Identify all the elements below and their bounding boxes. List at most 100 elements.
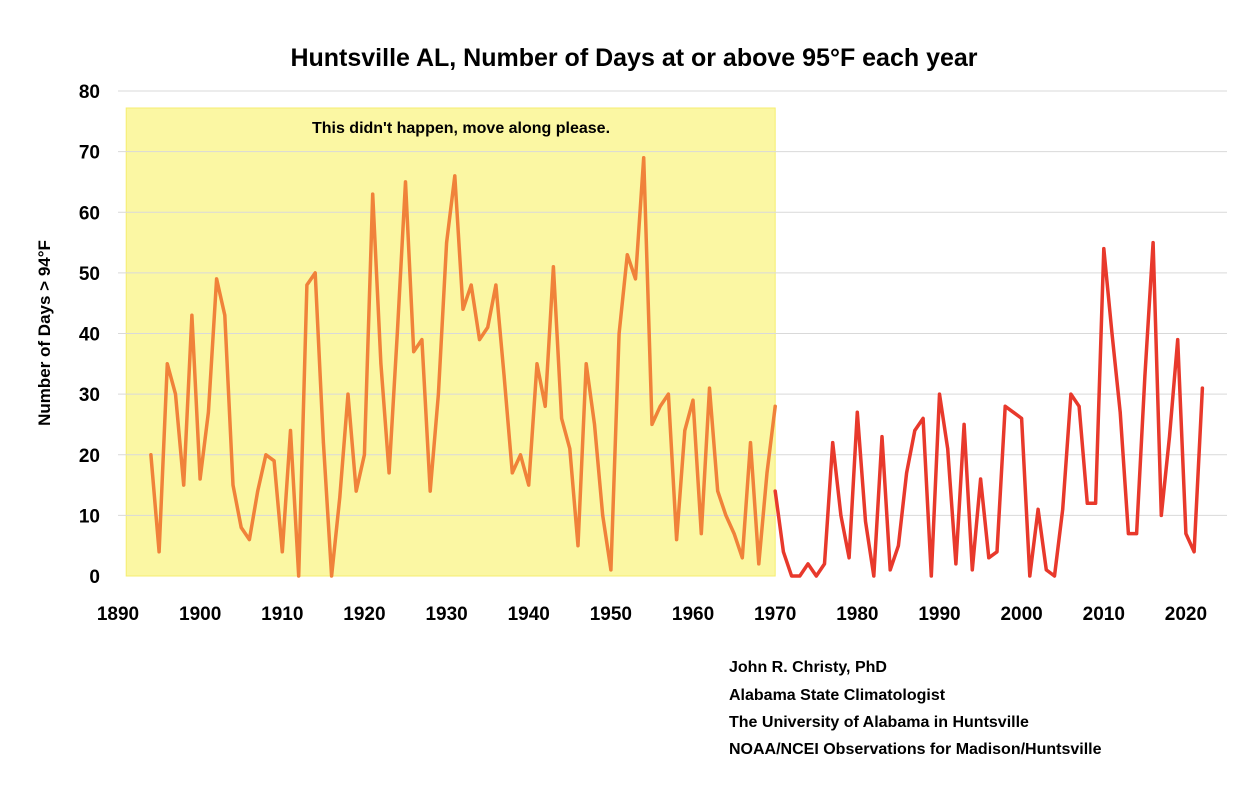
- data-point-1-2003: [1044, 568, 1048, 572]
- data-point-1-2009: [1094, 501, 1098, 505]
- data-point-0-1913: [305, 283, 309, 287]
- data-point-0-1969: [765, 471, 769, 475]
- data-point-0-1935: [486, 325, 490, 329]
- series-line-1: [773, 240, 1205, 578]
- x-tick-label-2000: 2000: [1000, 604, 1042, 625]
- data-point-1-1996: [987, 556, 991, 560]
- data-point-0-1914: [313, 271, 317, 275]
- credit-institution: The University of Alabama in Huntsville: [729, 714, 1029, 731]
- data-point-0-1933: [469, 283, 473, 287]
- data-point-1-1986: [905, 471, 909, 475]
- data-point-0-1968: [757, 562, 761, 566]
- data-point-0-1966: [740, 556, 744, 560]
- data-point-1-2008: [1085, 501, 1089, 505]
- data-point-0-1943: [551, 265, 555, 269]
- data-point-0-1907: [256, 489, 260, 493]
- chart-title: Huntsville AL, Number of Days at or abov…: [290, 44, 977, 72]
- data-point-1-2010: [1102, 247, 1106, 251]
- data-point-0-1899: [190, 313, 194, 317]
- data-point-0-1926: [412, 350, 416, 354]
- data-point-0-1960: [691, 398, 695, 402]
- data-point-0-1894: [149, 453, 153, 457]
- data-point-0-1951: [617, 332, 621, 335]
- data-point-1-1974: [806, 562, 810, 566]
- data-point-0-1954: [642, 156, 646, 160]
- data-point-0-1948: [593, 422, 596, 426]
- data-point-0-1927: [420, 338, 424, 342]
- x-tick-label-2020: 2020: [1165, 604, 1207, 625]
- data-point-0-1967: [749, 441, 752, 445]
- data-point-0-1908: [264, 453, 268, 457]
- data-point-0-1937: [502, 374, 506, 378]
- data-point-0-1956: [658, 404, 662, 408]
- x-tick-label-2010: 2010: [1083, 604, 1125, 625]
- data-point-1-1970: [773, 489, 777, 493]
- data-point-0-1961: [699, 532, 703, 536]
- data-point-0-1955: [650, 422, 654, 426]
- data-point-1-2000: [1020, 416, 1024, 420]
- x-tick-label-1890: 1890: [97, 604, 139, 625]
- data-point-0-1957: [666, 392, 670, 396]
- data-point-0-1898: [182, 483, 186, 487]
- data-point-0-1900: [198, 477, 202, 481]
- data-point-0-1946: [576, 544, 580, 548]
- data-point-1-2021: [1192, 550, 1196, 554]
- data-point-1-2005: [1061, 507, 1065, 511]
- data-point-0-1910: [280, 550, 284, 554]
- data-point-0-1965: [732, 532, 736, 536]
- data-point-0-1925: [404, 180, 407, 184]
- data-point-1-2012: [1118, 410, 1122, 414]
- data-point-1-2007: [1077, 404, 1081, 408]
- data-point-1-1990: [938, 392, 941, 396]
- data-point-1-1980: [855, 410, 859, 414]
- data-point-0-1915: [321, 441, 325, 445]
- credit-name: John R. Christy, PhD: [729, 659, 887, 676]
- credit-title: Alabama State Climatologist: [729, 687, 946, 704]
- data-point-0-1930: [445, 241, 449, 245]
- data-point-0-1901: [206, 410, 210, 414]
- x-tick-label-1950: 1950: [590, 604, 632, 625]
- data-point-1-1977: [831, 441, 835, 445]
- credit-block: John R. Christy, PhD Alabama State Clima…: [729, 659, 1102, 758]
- series-lines: [149, 155, 1205, 578]
- data-point-1-1975: [814, 574, 818, 578]
- data-point-1-2011: [1110, 332, 1114, 335]
- data-point-1-1992: [954, 562, 958, 566]
- data-point-0-1909: [272, 459, 276, 463]
- data-point-0-1923: [387, 471, 391, 475]
- data-point-1-1993: [962, 422, 966, 426]
- data-point-1-1999: [1011, 410, 1015, 414]
- data-point-1-1976: [823, 562, 826, 566]
- data-point-1-1983: [880, 435, 884, 439]
- data-point-1-1985: [896, 544, 900, 548]
- data-point-0-1963: [716, 489, 720, 493]
- data-point-1-1978: [839, 513, 843, 517]
- data-point-0-1953: [634, 277, 637, 281]
- data-point-1-2018: [1168, 435, 1171, 439]
- data-point-0-1903: [223, 313, 227, 317]
- data-point-1-2002: [1036, 507, 1040, 511]
- data-point-1-2013: [1126, 532, 1130, 536]
- y-axis-label: Number of Days > 94°F: [35, 240, 54, 426]
- data-point-0-1929: [436, 392, 440, 396]
- data-point-0-1952: [625, 253, 629, 257]
- data-point-0-1911: [289, 429, 292, 432]
- x-tick-label-1960: 1960: [672, 604, 714, 625]
- data-point-0-1924: [395, 332, 399, 335]
- data-point-0-1902: [215, 277, 219, 281]
- data-point-0-1938: [510, 471, 514, 475]
- x-tick-label-1980: 1980: [836, 604, 878, 625]
- data-point-1-2004: [1053, 574, 1056, 578]
- data-point-1-2017: [1159, 513, 1163, 517]
- x-tick-label-1940: 1940: [508, 604, 550, 625]
- data-point-0-1921: [371, 192, 375, 196]
- y-tick-label-10: 10: [79, 506, 100, 527]
- data-point-0-1959: [683, 429, 687, 432]
- x-tick-label-1920: 1920: [343, 604, 385, 625]
- credit-source: NOAA/NCEI Observations for Madison/Hunts…: [729, 741, 1102, 758]
- data-point-0-1917: [338, 495, 342, 499]
- y-tick-label-30: 30: [79, 385, 100, 406]
- data-point-0-1970: [773, 404, 777, 408]
- data-point-0-1918: [346, 392, 350, 396]
- data-point-0-1932: [461, 307, 465, 311]
